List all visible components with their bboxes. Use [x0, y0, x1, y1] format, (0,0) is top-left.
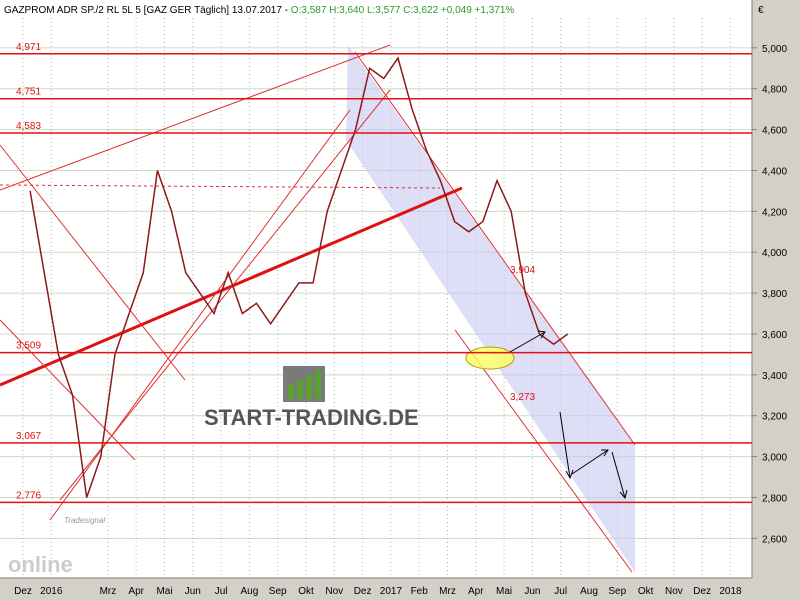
x-tick-label: Mrz	[100, 586, 117, 597]
currency: €	[758, 5, 764, 16]
logo-icon	[288, 385, 294, 399]
header-bg	[0, 0, 752, 18]
x-tick-label: Dez	[354, 586, 372, 597]
y-tick-label: 5,000	[762, 44, 787, 55]
x-tick-label: Mai	[156, 586, 172, 597]
y-tick-label: 3,000	[762, 453, 787, 464]
x-tick-label: Nov	[325, 586, 343, 597]
x-tick-label: 2018	[719, 586, 742, 597]
title: GAZPROM ADR SP./2 RL 5L 5 [GAZ GER Tägli…	[4, 5, 288, 16]
y-tick-label: 4,000	[762, 248, 787, 259]
trend-line	[0, 319, 136, 461]
x-tick-label: Jul	[554, 586, 567, 597]
level-label: 4,751	[16, 87, 41, 98]
y-tick-label: 3,400	[762, 371, 787, 382]
level-label: 3,509	[16, 341, 41, 352]
y-tick-label: 3,800	[762, 289, 787, 300]
logo-text: START-TRADING.DE	[204, 405, 419, 430]
highlight	[465, 346, 515, 370]
logo-icon	[315, 370, 321, 399]
level-label: 3,067	[16, 431, 41, 442]
watermark: online	[8, 552, 73, 577]
y-tick-label: 4,200	[762, 207, 787, 218]
y-tick-label: 3,200	[762, 412, 787, 423]
y-tick-label: 3,600	[762, 330, 787, 341]
price-line	[29, 56, 569, 498]
annotation: 3,273	[510, 392, 535, 403]
x-tick-label: Mai	[496, 586, 512, 597]
annotation: 3,904	[510, 265, 535, 276]
quote: O:3,587 H:3,640 L:3,577 C:3,622 +0,049 +…	[291, 5, 515, 16]
y-tick-label: 4,800	[762, 85, 787, 96]
x-tick-label: Feb	[411, 586, 429, 597]
y-tick-label: 2,600	[762, 534, 787, 545]
watermark: Tradesignal	[64, 516, 105, 525]
level-label: 4,583	[16, 121, 41, 132]
level-label: 4,971	[16, 42, 41, 53]
x-tick-label: 2016	[40, 586, 63, 597]
arrows	[509, 330, 628, 500]
x-tick-label: Mrz	[439, 586, 456, 597]
x-tick-label: Apr	[128, 586, 144, 597]
channel	[346, 45, 635, 572]
channel-upper	[354, 51, 636, 446]
y-tick-label: 4,600	[762, 126, 787, 137]
x-tick-label: Aug	[241, 586, 259, 597]
dashed-line	[0, 184, 441, 189]
y-tick-label: 4,400	[762, 166, 787, 177]
trend-line	[49, 109, 351, 521]
header-title: GAZPROM ADR SP./2 RL 5L 5 [GAZ GER Tägli…	[4, 5, 514, 16]
x-tick-label: Jun	[524, 586, 540, 597]
trend-line	[0, 44, 391, 191]
x-tick-label: Okt	[298, 586, 314, 597]
price-layer	[29, 56, 569, 498]
x-tick-label: Okt	[638, 586, 654, 597]
x-tick-label: Jul	[215, 586, 228, 597]
x-tick-label: Nov	[665, 586, 683, 597]
x-tick-label: Apr	[468, 586, 484, 597]
level-label: 2,776	[16, 490, 41, 501]
logo-icon	[297, 380, 303, 399]
x-tick-label: Aug	[580, 586, 598, 597]
y-tick-label: 2,800	[762, 493, 787, 504]
trend-line	[0, 144, 186, 381]
x-tick-label: Dez	[693, 586, 711, 597]
x-tick-label: Jun	[185, 586, 201, 597]
x-tick-label: Sep	[269, 586, 287, 597]
x-tick-label: 2017	[380, 586, 403, 597]
x-tick-label: Sep	[608, 586, 626, 597]
x-tick-label: Dez	[14, 586, 32, 597]
channel-lower	[454, 329, 633, 573]
logo-icon	[306, 375, 312, 399]
logo: START-TRADING.DE	[204, 366, 419, 430]
